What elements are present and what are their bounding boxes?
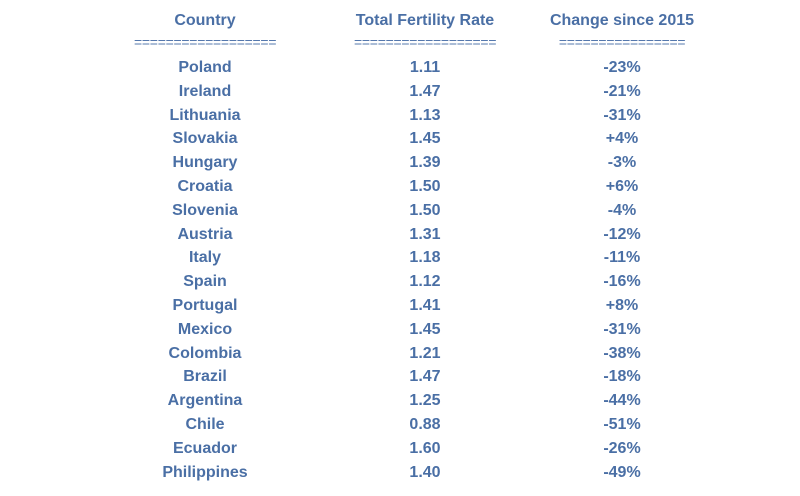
table-row: Slovenia 1.50 -4% [0,199,800,223]
cell-tfr: 1.50 [409,177,441,195]
table-row: Poland 1.11 -23% [0,56,800,80]
table-row: Ireland 1.47 -21% [0,80,800,104]
table-row: Chile 0.88 -51% [0,413,800,437]
header-country: Country [174,12,236,29]
table-row: Mexico 1.45 -31% [0,318,800,342]
cell-tfr: 1.39 [409,154,441,172]
cell-country: Hungary [172,154,238,172]
cell-change: -38% [603,344,641,362]
table-body: Poland 1.11 -23% Ireland 1.47 -21% Lithuania 1.… [0,56,800,484]
table-row: Italy 1.18 -11% [0,246,800,270]
cell-change: +4% [605,130,639,148]
cell-change: -3% [607,154,637,172]
table-row: Hungary 1.39 -3% [0,151,800,175]
table-row: Argentina 1.25 -44% [0,389,800,413]
table-row: Lithuania 1.13 -31% [0,104,800,128]
table-row: Brazil 1.47 -18% [0,365,800,389]
cell-tfr: 1.45 [409,320,441,338]
cell-change: -11% [603,249,641,267]
table-header-row: Country Total Fertility Rate Change sinc… [0,10,800,32]
cell-country: Colombia [168,344,242,362]
cell-change: -21% [603,82,641,100]
table-row: Slovakia 1.45 +4% [0,127,800,151]
cell-country: Italy [188,249,221,267]
table-row: Philippines 1.40 -49% [0,461,800,485]
cell-tfr: 1.13 [409,106,441,124]
cell-country: Chile [185,415,225,433]
cell-country: Mexico [177,320,233,338]
cell-change: -23% [603,59,641,76]
cell-country: Philippines [162,463,248,481]
cell-change: -12% [603,225,641,243]
cell-country: Portugal [172,296,238,314]
cell-tfr: 1.11 [409,59,441,76]
cell-change: -31% [603,320,641,338]
cell-tfr: 1.40 [409,463,441,481]
cell-tfr: 1.12 [409,273,441,291]
cell-country: Croatia [177,177,233,195]
cell-country: Lithuania [169,106,241,124]
cell-country: Slovakia [172,130,238,148]
table-row: Spain 1.12 -16% [0,270,800,294]
cell-change: -26% [603,439,641,457]
cell-country: Slovenia [172,201,238,219]
cell-change: -16% [603,273,641,291]
cell-change: -18% [603,368,641,386]
table-row: Austria 1.31 -12% [0,223,800,247]
cell-change: +6% [605,177,639,195]
cell-change: +8% [605,296,639,314]
cell-tfr: 1.41 [409,296,441,314]
cell-change: -49% [603,463,641,481]
separator-tfr: ================== [353,36,497,52]
cell-change: -31% [603,106,641,124]
cell-tfr: 1.50 [409,201,441,219]
cell-country: Poland [178,59,232,76]
cell-tfr: 1.21 [409,344,441,362]
cell-tfr: 1.60 [409,439,441,457]
cell-tfr: 0.88 [409,415,441,433]
cell-country: Ecuador [172,439,237,457]
cell-change: -44% [603,392,641,410]
cell-tfr: 1.45 [409,130,441,148]
cell-country: Argentina [167,392,243,410]
table-row: Croatia 1.50 +6% [0,175,800,199]
cell-tfr: 1.25 [409,392,441,410]
header-change-since-2015: Change since 2015 [549,12,695,29]
cell-change: -4% [607,201,637,219]
cell-country: Ireland [178,82,232,100]
cell-tfr: 1.47 [409,82,441,100]
table-row: Colombia 1.21 -38% [0,342,800,366]
header-total-fertility-rate: Total Fertility Rate [355,12,495,29]
cell-country: Austria [177,225,233,243]
cell-tfr: 1.18 [409,249,441,267]
cell-country: Brazil [183,368,227,386]
cell-country: Spain [183,273,227,291]
separator-country: ================== [133,36,277,52]
table-row: Portugal 1.41 +8% [0,294,800,318]
cell-tfr: 1.47 [409,368,441,386]
separator-change: ================ [558,36,686,52]
header-separator-row: ================== ================== ==… [0,35,800,53]
cell-change: -51% [603,415,641,433]
table-row: Ecuador 1.60 -26% [0,437,800,461]
cell-tfr: 1.31 [409,225,441,243]
